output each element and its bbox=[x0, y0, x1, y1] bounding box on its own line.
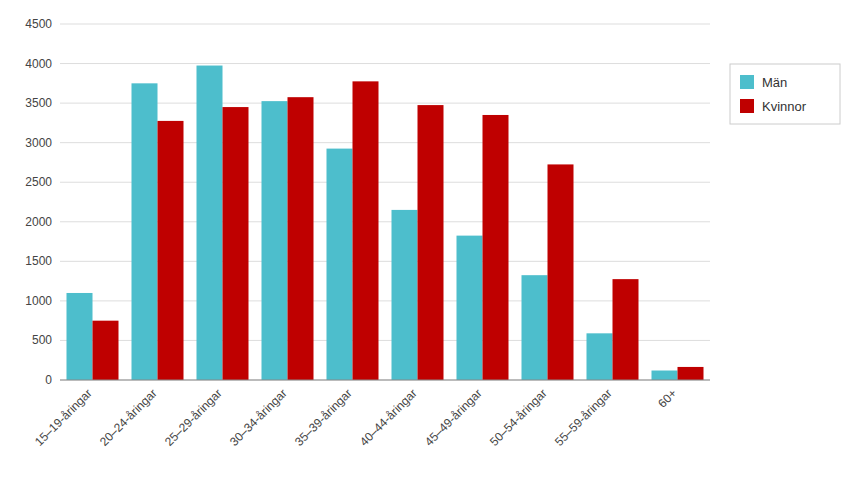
y-tick-label: 1000 bbox=[25, 294, 52, 308]
x-axis-line bbox=[60, 380, 710, 381]
bar bbox=[93, 321, 119, 380]
grid-line bbox=[60, 380, 710, 381]
bar bbox=[67, 293, 93, 380]
y-tick-label: 3500 bbox=[25, 96, 52, 110]
bar bbox=[392, 210, 418, 380]
bar bbox=[483, 115, 509, 380]
y-tick-label: 4500 bbox=[25, 17, 52, 31]
x-tick-label: 25–29-åringar bbox=[162, 386, 225, 449]
bar bbox=[262, 101, 288, 380]
x-tick-label: 55–59-åringar bbox=[552, 386, 615, 449]
y-tick-label: 4000 bbox=[25, 57, 52, 71]
bar bbox=[548, 164, 574, 380]
bar bbox=[587, 333, 613, 380]
chart-container: 0 500 1000 1500 2000 2500 3000 3500 4000 4500 15–1… bbox=[0, 0, 860, 480]
bar bbox=[418, 105, 444, 380]
x-tick-label: 20–24-åringar bbox=[97, 386, 160, 449]
legend-frame bbox=[730, 64, 840, 124]
bar bbox=[288, 97, 314, 380]
bar bbox=[158, 121, 184, 380]
x-tick-label: 40–44-åringar bbox=[357, 386, 420, 449]
x-tick-label: 60+ bbox=[655, 386, 679, 410]
x-tick-label: 45–49-åringar bbox=[422, 386, 485, 449]
y-tick-label: 500 bbox=[32, 333, 52, 347]
legend-label: Män bbox=[762, 75, 787, 90]
bar bbox=[132, 83, 158, 380]
x-tick-label: 30–34-åringar bbox=[227, 386, 290, 449]
grid-line bbox=[60, 63, 710, 64]
legend: Män Kvinnor bbox=[730, 64, 840, 124]
y-tick-label: 1500 bbox=[25, 254, 52, 268]
bars bbox=[67, 66, 704, 380]
y-axis: 0 500 1000 1500 2000 2500 3000 3500 4000 4500 bbox=[25, 17, 710, 387]
chart-svg: 0 500 1000 1500 2000 2500 3000 3500 4000 4500 15–1… bbox=[0, 0, 860, 480]
bar bbox=[353, 81, 379, 380]
bar bbox=[197, 66, 223, 380]
bar bbox=[522, 275, 548, 380]
x-axis: 15–19-åringar20–24-åringar25–29-åringar3… bbox=[32, 380, 710, 449]
bar bbox=[457, 236, 483, 380]
y-tick-label: 3000 bbox=[25, 136, 52, 150]
bar bbox=[678, 367, 704, 380]
x-tick-label: 50–54-åringar bbox=[487, 386, 550, 449]
bar bbox=[613, 279, 639, 380]
y-tick-label: 0 bbox=[45, 373, 52, 387]
bar bbox=[327, 149, 353, 380]
grid-line bbox=[60, 24, 710, 25]
bar bbox=[223, 107, 249, 380]
x-tick-label: 35–39-åringar bbox=[292, 386, 355, 449]
legend-swatch bbox=[740, 75, 754, 89]
x-tick-label: 15–19-åringar bbox=[32, 386, 95, 449]
legend-swatch bbox=[740, 99, 754, 113]
y-tick-label: 2500 bbox=[25, 175, 52, 189]
legend-label: Kvinnor bbox=[762, 99, 807, 114]
bar bbox=[652, 371, 678, 380]
y-tick-label: 2000 bbox=[25, 215, 52, 229]
